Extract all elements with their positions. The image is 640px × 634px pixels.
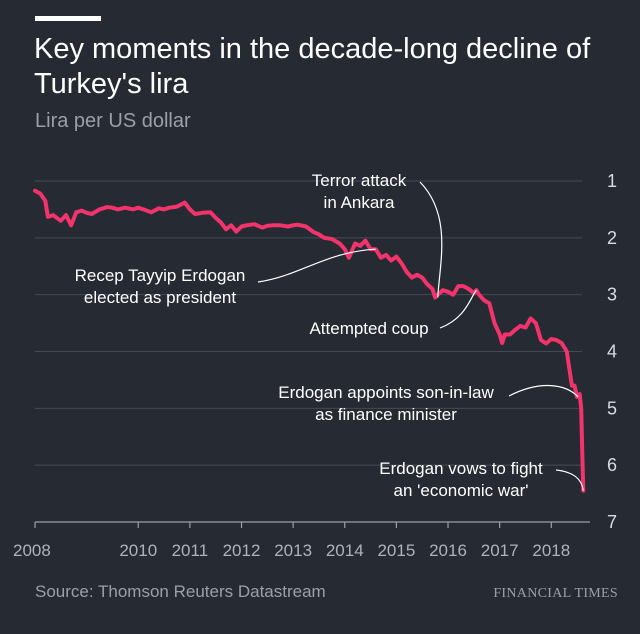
y-tick-label: 3 bbox=[607, 285, 617, 305]
annotation-line: Terror attack bbox=[312, 171, 407, 190]
annotation-label: Terror attack in Ankara bbox=[312, 171, 407, 212]
annotation-label: Erdogan appoints son-in-law as finance mi… bbox=[278, 383, 494, 424]
annotation-leader bbox=[508, 384, 579, 398]
x-tick-label: 2016 bbox=[429, 541, 467, 560]
x-tick-label: 2012 bbox=[223, 541, 261, 560]
annotation-line: elected as president bbox=[84, 288, 236, 307]
chart-title: Key moments in the decade-long decline o… bbox=[34, 33, 591, 100]
chart-subtitle: Lira per US dollar bbox=[35, 110, 191, 132]
x-tick-label: 2011 bbox=[172, 541, 209, 560]
y-axis-ticks: 1 2 3 4 5 6 7 bbox=[607, 171, 617, 532]
annotation-leader bbox=[439, 289, 477, 329]
accent-bar bbox=[35, 16, 101, 21]
annotation-label: Recep Tayyip Erdogan elected as president bbox=[75, 266, 246, 307]
annotation-line: an 'economic war' bbox=[394, 481, 529, 500]
brand-logo: FINANCIAL TIMES bbox=[493, 586, 618, 601]
x-tick-label: 2015 bbox=[377, 541, 415, 560]
annotation-leader bbox=[419, 181, 443, 298]
annotation-leader bbox=[257, 248, 376, 283]
annotation-line: as finance minister bbox=[315, 405, 457, 424]
y-tick-label: 5 bbox=[607, 398, 617, 418]
y-tick-label: 7 bbox=[607, 512, 617, 532]
series-layer bbox=[33, 188, 586, 493]
x-tick-label: 2010 bbox=[119, 541, 157, 560]
annotation-line: Attempted coup bbox=[309, 319, 428, 338]
y-tick-label: 4 bbox=[607, 342, 617, 362]
source-note: Source: Thomson Reuters Datastream bbox=[35, 582, 326, 601]
annotation-label: Erdogan vows to fight an 'economic war' bbox=[379, 459, 543, 500]
annotation-line: Erdogan vows to fight bbox=[379, 459, 543, 478]
x-tick-label: 2008 bbox=[13, 541, 51, 560]
annotation-leader bbox=[555, 469, 584, 491]
annotation-label: Attempted coup bbox=[309, 319, 428, 338]
x-tick-label: 2014 bbox=[326, 541, 364, 560]
x-axis: 2008 2010 2011 2012 2013 2014 2015 2016 2017 2018 bbox=[13, 521, 590, 560]
annotation-line: in Ankara bbox=[324, 193, 395, 212]
x-tick-label: 2017 bbox=[481, 541, 519, 560]
x-tick-label: 2018 bbox=[532, 541, 570, 560]
y-tick-label: 1 bbox=[607, 171, 617, 191]
grid-lines bbox=[35, 180, 582, 466]
annotation-line: Recep Tayyip Erdogan bbox=[75, 266, 246, 285]
y-tick-label: 6 bbox=[607, 455, 617, 475]
y-tick-label: 2 bbox=[607, 228, 617, 248]
annotation-line: Erdogan appoints son-in-law bbox=[278, 383, 494, 402]
x-tick-label: 2013 bbox=[274, 541, 312, 560]
annotations-layer: Terror attack in Ankara Recep Tayyip Erdog… bbox=[75, 171, 584, 500]
series-line bbox=[33, 188, 586, 493]
